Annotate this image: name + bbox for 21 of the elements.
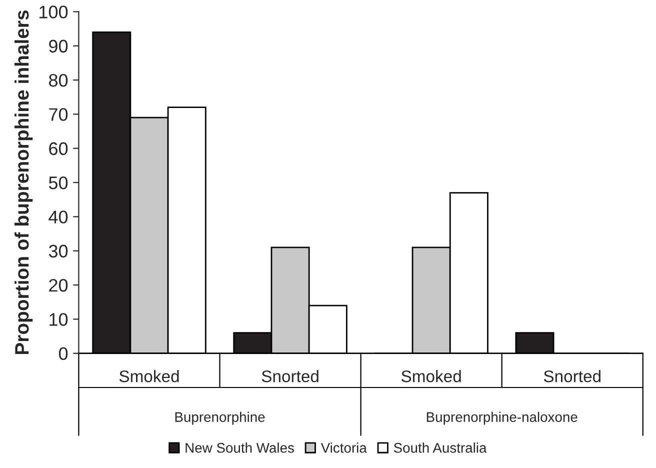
y-tick-label: 20 [49, 278, 68, 292]
legend-label: New South Wales [186, 442, 294, 453]
text: Buprenorphine [175, 412, 265, 425]
y-tick-label: 0 [58, 347, 68, 360]
y-tick-label: 40 [48, 210, 68, 224]
y-tick-label: 70 [49, 108, 68, 121]
legend-label: South Australia [394, 442, 487, 453]
y-tick-label: 10 [50, 313, 68, 326]
x-tick-label: Snorted [262, 370, 318, 382]
text: Buprenorphine-naloxone [426, 412, 578, 425]
y-tick-label: 100 [40, 6, 68, 18]
y-tick-label: 80 [49, 74, 68, 87]
y-tick-label: 90 [49, 40, 68, 53]
y-axis-title: Proportion of buprenorphine inhalers [14, 10, 33, 354]
x-tick-label: Smoked [119, 370, 179, 382]
y-tick-label: 30 [48, 244, 68, 258]
y-tick-label: 60 [49, 142, 68, 156]
y-tick-label: 50 [48, 176, 68, 190]
legend-label: Victoria [320, 442, 367, 453]
x-tick-label: Snorted [544, 370, 600, 382]
x-tick-label: Smoked [402, 370, 461, 382]
